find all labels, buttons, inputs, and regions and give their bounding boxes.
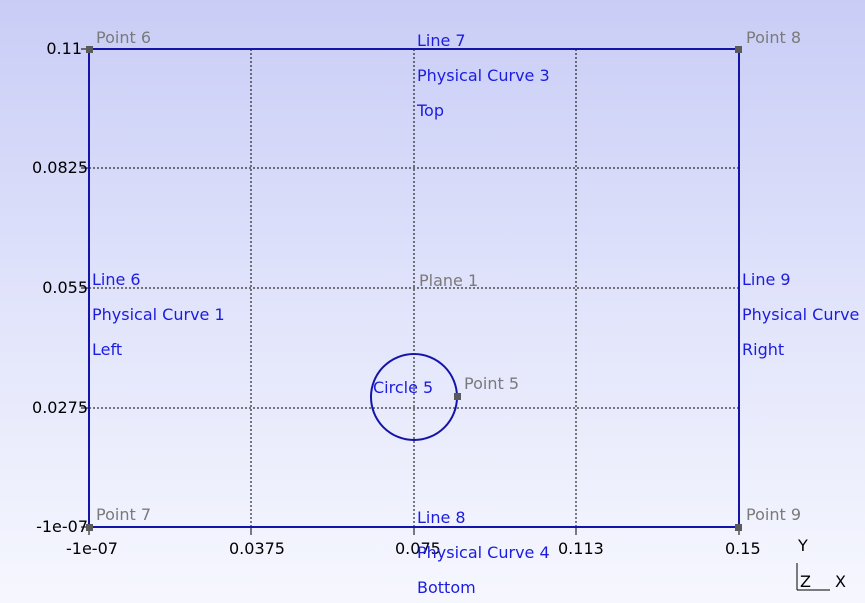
point-6-marker[interactable] [86,46,93,53]
line-7-label: Line 7 [417,31,466,50]
y-tick-label: 0.0825 [32,158,88,177]
point-8-label: Point 8 [746,28,801,47]
physical-curve-3-label: Physical Curve 3 [417,66,550,85]
line-8-label: Line 8 [417,508,466,527]
point-6-label: Point 6 [96,28,151,47]
x-tick-label: -1e-07 [66,539,118,558]
circle-5-label: Circle 5 [373,378,434,397]
line-6-label: Line 6 [92,270,141,289]
point-9-label: Point 9 [746,505,801,524]
y-tick-label: 0.11 [46,39,82,58]
y-tick-label: -1e-07 [36,517,88,536]
bottom-boundary-name: Bottom [417,578,476,597]
y-tick-label: 0.0275 [32,398,88,417]
right-boundary-name: Right [742,340,785,359]
line-9-label: Line 9 [742,270,791,289]
left-boundary-name: Left [92,340,123,359]
triad-y-label: Y [798,536,808,555]
point-7-marker[interactable] [86,524,93,531]
point-5-marker[interactable] [454,393,461,400]
x-tick-label: 0.075 [395,539,441,558]
point-7-label: Point 7 [96,505,151,524]
physical-curve-4-label: Physical Curve 4 [417,543,550,562]
triad-z-label: Z [800,572,811,591]
y-tick-label: 0.055 [42,278,88,297]
physical-curve-right-label: Physical Curve [742,305,860,324]
triad-x-label: X [835,572,846,591]
plane-1-label: Plane 1 [419,271,479,290]
point-8-marker[interactable] [735,46,742,53]
x-tick-label: 0.0375 [229,539,285,558]
point-9-marker[interactable] [735,524,742,531]
x-tick-label: 0.15 [725,539,761,558]
physical-curve-1-label: Physical Curve 1 [92,305,225,324]
top-boundary-name: Top [417,101,444,120]
point-5-label: Point 5 [464,374,519,393]
x-tick-label: 0.113 [558,539,604,558]
